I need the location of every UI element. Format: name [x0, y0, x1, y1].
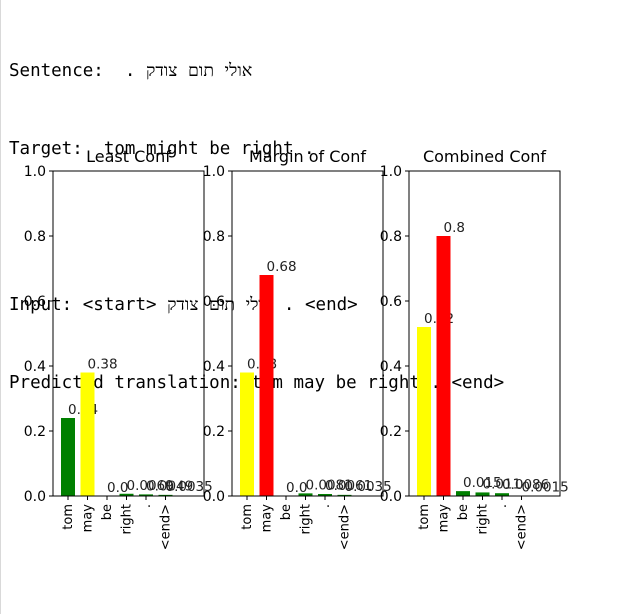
- x-tick-label: .: [139, 504, 154, 508]
- bar-value-label: 0.011: [483, 476, 522, 492]
- axes-frame: [52, 170, 205, 497]
- bar: [337, 494, 352, 496]
- y-tick-label: 0.6: [24, 294, 46, 310]
- x-tick-label: right: [120, 504, 135, 535]
- bar-value-label: 0.015: [463, 475, 502, 491]
- y-tick-label: 0.0: [203, 489, 225, 505]
- x-tick-label: <end>: [515, 504, 530, 550]
- y-tick-label: 0.8: [203, 229, 225, 245]
- input-line: Input: <start> אולי תום צודק . <end>: [9, 292, 504, 318]
- x-tick-label: may: [260, 504, 275, 533]
- sentence-line: Sentence: אולי תום צודק .: [9, 58, 504, 84]
- y-tick-label: 1.0: [203, 164, 225, 180]
- bar: [475, 492, 490, 496]
- chart-title: Least Conf: [86, 147, 171, 166]
- y-tick-label: 0.8: [380, 229, 402, 245]
- x-tick-label: be: [456, 504, 471, 520]
- axes-frame: [408, 170, 561, 497]
- sentence-label: Sentence:: [9, 61, 104, 81]
- y-tick-label: 0.4: [24, 359, 46, 375]
- sentence-text: אולי תום צודק .: [124, 61, 253, 81]
- target-line: Target: tom might be right .: [9, 136, 504, 162]
- bar-value-label: 0.0035: [345, 479, 392, 495]
- bar-value-label: 0.0035: [166, 479, 213, 495]
- bar-value-label: 0.0015: [522, 480, 569, 496]
- bar-value-label: 0.0086: [502, 477, 549, 493]
- x-tick-label: .: [318, 504, 333, 508]
- x-tick-label: tom: [240, 504, 255, 530]
- bar: [139, 494, 153, 496]
- cell-left-border: [0, 0, 1, 614]
- cell-output: Sentence: אולי תום צודק . Target: tom mi…: [9, 6, 504, 422]
- bar-value-label: 0.38: [88, 357, 118, 373]
- y-tick-label: 0.2: [380, 424, 402, 440]
- y-tick-label: 0.4: [203, 359, 225, 375]
- bar-value-label: 0.0: [107, 480, 128, 496]
- bar: [456, 491, 470, 496]
- bar-value-label: 0.8: [444, 220, 465, 236]
- bar-value-label: 0.0: [286, 480, 307, 496]
- y-tick-label: 1.0: [380, 164, 402, 180]
- prediction-text: tom may be right . <end>: [251, 373, 505, 393]
- bar: [318, 494, 332, 496]
- y-tick-label: 0.6: [380, 294, 402, 310]
- confidence-figure: Least Conf0.24tom0.38may0.0be0.0069right…: [24, 147, 569, 550]
- target-label: Target:: [9, 139, 83, 159]
- prediction-label: Predicted translation:: [9, 373, 241, 393]
- y-tick-label: 0.0: [380, 489, 402, 505]
- x-tick-label: .: [495, 504, 510, 508]
- bar: [240, 372, 254, 496]
- x-tick-label: <end>: [338, 504, 353, 550]
- y-tick-label: 0.0: [24, 489, 46, 505]
- bar-value-label: 0.68: [267, 259, 297, 275]
- x-tick-label: may: [437, 504, 452, 533]
- y-tick-label: 0.2: [203, 424, 225, 440]
- x-tick-label: right: [476, 504, 491, 535]
- bar: [436, 236, 451, 496]
- bar: [417, 327, 431, 496]
- y-tick-label: 0.2: [24, 424, 46, 440]
- bar-value-label: 0.0049: [146, 478, 193, 494]
- axes-frame: [231, 170, 384, 497]
- x-tick-label: be: [100, 504, 115, 520]
- bar-value-label: 0.0061: [325, 478, 372, 494]
- x-tick-label: <end>: [159, 504, 174, 550]
- input-label: Input:: [9, 295, 73, 315]
- bar: [80, 372, 95, 496]
- x-tick-label: be: [279, 504, 294, 520]
- bar: [259, 275, 274, 496]
- x-tick-label: right: [299, 504, 314, 535]
- bar: [119, 493, 134, 496]
- bar: [158, 494, 173, 496]
- bar-value-label: 0.0081: [306, 477, 353, 493]
- bar: [298, 493, 313, 496]
- chart-title: Margin of Conf: [249, 147, 366, 166]
- chart-title: Combined Conf: [423, 147, 546, 166]
- bar: [61, 418, 75, 496]
- y-tick-label: 0.8: [24, 229, 46, 245]
- y-tick-label: 1.0: [24, 164, 46, 180]
- target-text: tom might be right .: [103, 139, 315, 159]
- y-tick-label: 0.4: [380, 359, 402, 375]
- bar: [495, 493, 509, 496]
- x-tick-label: may: [81, 504, 96, 533]
- prediction-line: Predicted translation: tom may be right …: [9, 370, 504, 396]
- x-tick-label: tom: [417, 504, 432, 530]
- x-tick-label: tom: [61, 504, 76, 530]
- bar-value-label: 0.0069: [127, 478, 174, 494]
- y-tick-label: 0.6: [203, 294, 225, 310]
